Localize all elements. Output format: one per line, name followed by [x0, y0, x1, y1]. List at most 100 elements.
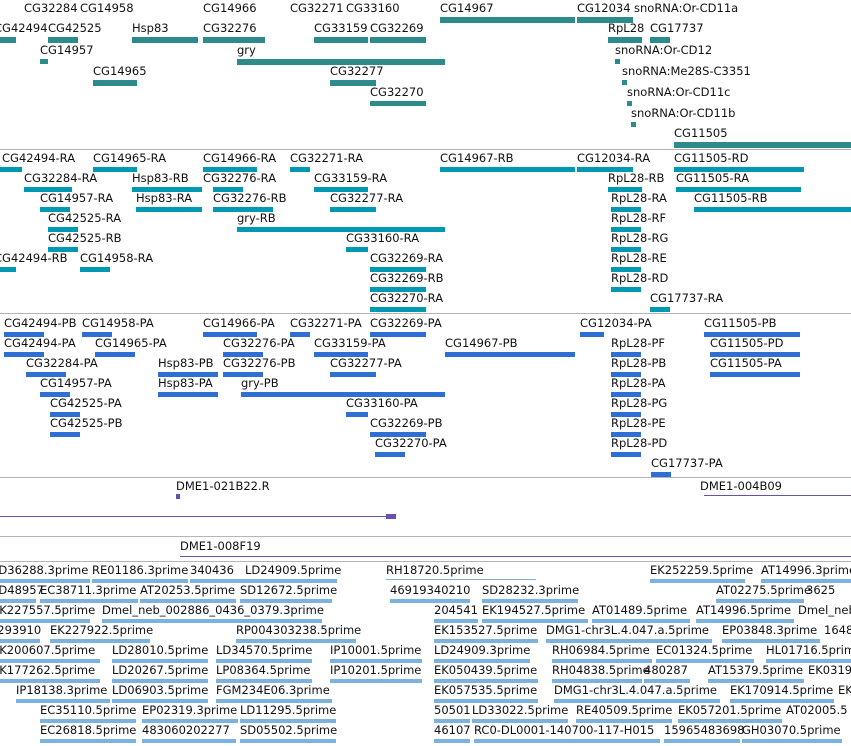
feature-glyph[interactable] — [102, 619, 322, 623]
feature-label[interactable]: RE40509.5prime — [576, 703, 673, 717]
feature-glyph[interactable] — [0, 37, 16, 43]
feature-label[interactable]: EK227922.5prime — [50, 623, 154, 637]
feature-glyph[interactable] — [40, 739, 136, 743]
feature-glyph[interactable] — [40, 719, 136, 723]
feature-glyph[interactable] — [346, 412, 368, 417]
feature-glyph[interactable] — [0, 659, 100, 663]
feature-glyph[interactable] — [608, 187, 642, 192]
feature-label[interactable]: snoRNA:Or-CD11b — [631, 106, 736, 120]
feature-glyph[interactable] — [370, 287, 426, 292]
feature-label[interactable]: CG11505-PD — [710, 336, 784, 350]
feature-glyph[interactable] — [245, 579, 337, 583]
feature-glyph[interactable] — [50, 639, 150, 643]
feature-glyph[interactable] — [346, 247, 368, 252]
feature-label[interactable]: CG32276-PB — [223, 356, 296, 370]
feature-glyph[interactable] — [710, 352, 800, 357]
feature-glyph[interactable] — [241, 392, 445, 397]
feature-glyph[interactable] — [650, 307, 670, 312]
feature-label[interactable]: CG32277 — [330, 64, 384, 78]
feature-label[interactable]: GH03070.5prime — [742, 723, 841, 737]
feature-label[interactable]: gry — [237, 43, 256, 57]
feature-label[interactable]: CG14967-PB — [445, 336, 518, 350]
feature-glyph[interactable] — [472, 719, 568, 723]
feature-label[interactable]: EC01324.5prime — [656, 643, 753, 657]
feature-glyph[interactable] — [92, 579, 188, 583]
feature-glyph[interactable] — [370, 267, 426, 272]
feature-glyph[interactable] — [203, 167, 257, 172]
feature-label[interactable]: CG32276-PA — [223, 336, 295, 350]
feature-glyph[interactable] — [158, 372, 218, 377]
feature-glyph[interactable] — [190, 579, 246, 583]
feature-glyph[interactable] — [0, 579, 90, 583]
feature-label[interactable]: 3625 — [806, 583, 836, 597]
feature-label[interactable]: RpL28-RE — [611, 251, 667, 265]
feature-glyph[interactable] — [0, 167, 22, 172]
feature-label[interactable]: CG42525-RB — [48, 231, 122, 245]
feature-label[interactable]: snoRNA:Or-CD11a — [634, 1, 739, 15]
feature-label[interactable]: DME1-008F19 — [180, 539, 261, 553]
feature-label[interactable]: HL01716.5prime — [766, 643, 851, 657]
feature-glyph[interactable] — [176, 494, 180, 499]
feature-glyph[interactable] — [611, 432, 641, 437]
feature-label[interactable]: snoRNA:Or-CD12 — [615, 43, 713, 57]
feature-glyph[interactable] — [664, 739, 740, 743]
feature-glyph[interactable] — [40, 599, 138, 603]
feature-glyph[interactable] — [674, 142, 851, 148]
feature-glyph[interactable] — [40, 59, 48, 64]
feature-glyph[interactable] — [0, 639, 40, 643]
feature-label[interactable]: CG32269-RA — [370, 251, 444, 265]
feature-glyph[interactable] — [213, 207, 273, 212]
feature-glyph[interactable] — [708, 679, 804, 683]
feature-glyph[interactable] — [650, 579, 745, 583]
feature-label[interactable]: AT20253.5prime — [140, 583, 236, 597]
feature-glyph[interactable] — [650, 37, 670, 43]
feature-glyph[interactable] — [434, 619, 478, 623]
feature-glyph[interactable] — [592, 619, 690, 623]
feature-glyph[interactable] — [440, 167, 575, 172]
feature-label[interactable]: CG42525-PA — [50, 396, 122, 410]
feature-label[interactable]: LD48957 — [0, 583, 44, 597]
feature-label[interactable]: 340436 — [190, 563, 234, 577]
feature-label[interactable]: LD36288.3prime — [0, 563, 89, 577]
feature-glyph[interactable] — [611, 207, 641, 212]
feature-glyph[interactable] — [0, 516, 396, 517]
feature-glyph[interactable] — [742, 739, 842, 743]
feature-label[interactable]: DME1-021B22.R — [176, 479, 270, 493]
feature-label[interactable]: LD24909.3prime — [434, 643, 531, 657]
feature-glyph[interactable] — [704, 495, 851, 496]
feature-label[interactable]: CG32276-RA — [203, 171, 277, 185]
feature-label[interactable]: CG32284-PA — [26, 356, 98, 370]
feature-glyph[interactable] — [240, 719, 336, 723]
feature-label[interactable]: Hsp83-RA — [136, 191, 193, 205]
feature-label[interactable]: CG32270 — [370, 85, 424, 99]
feature-glyph[interactable] — [434, 659, 530, 663]
feature-label[interactable]: CG32284-RA — [24, 171, 98, 185]
feature-label[interactable]: CG11505-PA — [710, 356, 782, 370]
feature-label[interactable]: DMG1-chr3L.4.047.a.5prime — [546, 623, 709, 637]
feature-label[interactable]: AT14996.5prime — [696, 603, 792, 617]
feature-label[interactable]: Dmel_neb_002886_0436_0379.3prime — [102, 603, 324, 617]
feature-glyph[interactable] — [694, 207, 851, 212]
feature-label[interactable]: RH04838.5prime — [552, 663, 650, 677]
feature-label[interactable]: Hsp83-PA — [158, 376, 213, 390]
feature-glyph[interactable] — [434, 719, 470, 723]
feature-label[interactable]: CG14958-PA — [82, 316, 154, 330]
feature-glyph[interactable] — [676, 187, 801, 192]
feature-label[interactable]: LD24909.5prime — [245, 563, 342, 577]
feature-label[interactable]: RpL28-RB — [608, 171, 665, 185]
feature-label[interactable]: RpL28-PB — [611, 356, 667, 370]
feature-label[interactable]: Hsp83 — [132, 21, 169, 35]
feature-glyph[interactable] — [611, 452, 641, 457]
feature-glyph[interactable] — [370, 101, 426, 106]
feature-label[interactable]: EK227557.5prime — [0, 603, 96, 617]
feature-glyph[interactable] — [158, 392, 218, 397]
feature-label[interactable]: CG32284 — [24, 1, 78, 15]
feature-label[interactable]: CG33160-RA — [346, 231, 420, 245]
feature-label[interactable]: EK057535.5prime — [434, 683, 538, 697]
feature-label[interactable]: CG32269-PA — [370, 316, 442, 330]
feature-label[interactable]: CG32276-RB — [213, 191, 287, 205]
feature-glyph[interactable] — [16, 699, 110, 703]
feature-glyph[interactable] — [440, 17, 575, 23]
feature-label[interactable]: IP18138.3prime — [16, 683, 108, 697]
feature-glyph[interactable] — [611, 372, 641, 377]
